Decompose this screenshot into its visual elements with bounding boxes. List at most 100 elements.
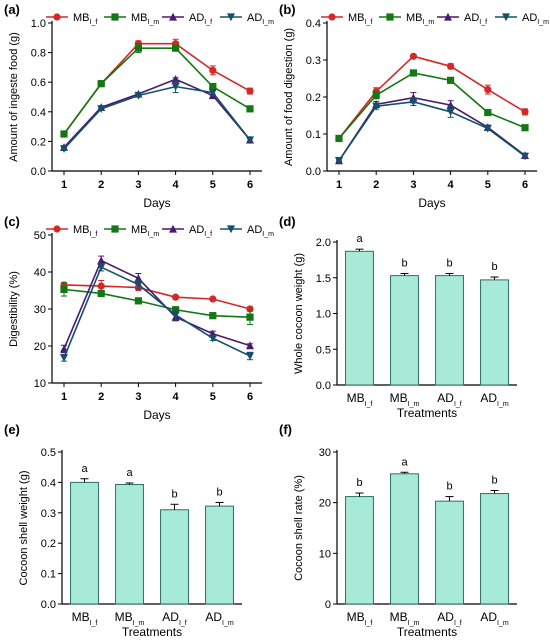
y-tick-label: 0.0	[31, 166, 46, 178]
bar-group: a MBI_f	[345, 233, 374, 408]
data-point	[97, 256, 106, 265]
bar	[345, 250, 374, 386]
x-tick-label: ADI_m	[480, 391, 509, 408]
x-tick-label: MBI_f	[347, 391, 373, 408]
data-point	[60, 354, 68, 363]
bar	[390, 473, 419, 605]
data-point	[60, 145, 68, 153]
bar	[115, 484, 144, 605]
bar-group: b ADI_m	[205, 486, 234, 627]
series-MB_m	[335, 69, 529, 143]
legend-label: ADI_m	[247, 12, 274, 26]
y-tick-label: 0.2	[41, 538, 56, 550]
line-chart-ingested-food: 0.0 0.2 0.4 0.6 0.8 1.0 Amount of ingeste food…	[8, 12, 274, 210]
bar-group: b ADI_m	[480, 475, 509, 627]
y-tick-label: 0.3	[41, 508, 56, 520]
series-AD_m	[60, 80, 254, 153]
x-tick-label: 2	[98, 179, 104, 191]
legend-item-AD_f: ADI_f	[162, 12, 212, 26]
data-point	[209, 295, 217, 303]
legend-item-MB_m: MBI_m	[104, 224, 159, 238]
significance-letter: b	[446, 257, 452, 269]
significance-letter: a	[401, 456, 408, 468]
y-tick-label: 50	[34, 230, 46, 242]
significance-letter: a	[126, 467, 133, 479]
chart-panel-d: (d) 0.0 0.5 1.0 1.5 2.0 Whole cocoon weight (…	[275, 212, 550, 420]
y-tick-label: 0.4	[31, 107, 46, 119]
significance-letter: a	[81, 463, 88, 475]
data-point	[521, 124, 529, 132]
x-axis-label: Treatments	[397, 406, 457, 420]
data-point	[335, 134, 343, 143]
bar	[205, 505, 234, 605]
x-tick-label: MBI_f	[72, 610, 98, 627]
bar-group: b ADI_f	[435, 257, 464, 408]
x-axis-label: Days	[418, 196, 445, 210]
data-point	[521, 152, 529, 161]
panel-label-b: (b)	[279, 2, 296, 17]
series-line	[338, 100, 526, 162]
bar-group: b ADI_f	[435, 481, 464, 627]
x-tick-label: 2	[373, 179, 379, 191]
data-point	[484, 86, 492, 94]
panel-label-a: (a)	[4, 2, 20, 17]
x-axis-label: Treatments	[397, 625, 457, 639]
data-point	[483, 124, 492, 133]
x-tick-label: 5	[210, 179, 216, 191]
series-line	[338, 96, 526, 162]
legend-item-MB_m: MBI_m	[379, 12, 434, 26]
bar-chart-whole-cocoon-weight: 0.0 0.5 1.0 1.5 2.0 Whole cocoon weight (g) a M…	[293, 233, 517, 420]
series-MB_f	[60, 38, 254, 138]
legend-label: MBI_m	[131, 12, 159, 26]
chart-panel-b: (b) 0.0 0.1 0.2 0.3 0.4 Amount of food digest…	[275, 0, 550, 215]
data-point	[409, 69, 417, 77]
y-tick-label: 1.5	[316, 273, 331, 285]
data-point	[409, 52, 417, 60]
series-MB_m	[60, 43, 254, 138]
x-tick-label: 3	[135, 391, 141, 403]
bar-chart-cocoon-shell-weight: 0.0 0.1 0.2 0.3 0.4 0.5 Cocoon shell weight (g…	[18, 447, 242, 639]
data-point	[372, 91, 380, 99]
y-tick-label: 30	[319, 447, 331, 459]
x-tick-label: 6	[247, 179, 253, 191]
x-axis-label: Days	[143, 196, 170, 210]
line-chart-food-digestion: 0.0 0.1 0.2 0.3 0.4 Amount of food digestion …	[283, 12, 549, 210]
series-line	[63, 284, 251, 310]
legend-label: MBI_m	[131, 224, 159, 238]
data-point	[246, 341, 254, 350]
series-line	[63, 85, 251, 150]
significance-letter: a	[356, 233, 363, 245]
x-tick-label: 4	[173, 391, 180, 403]
bar-group: a MBI_m	[390, 456, 420, 627]
bar	[160, 509, 189, 605]
x-tick-label: MBI_m	[390, 391, 420, 408]
data-point	[134, 280, 143, 289]
y-tick-label: 0.0	[41, 599, 56, 611]
legend-marker	[227, 225, 235, 234]
y-tick-label: 0.5	[316, 344, 331, 356]
x-tick-label: 5	[485, 179, 491, 191]
data-point	[246, 136, 254, 145]
data-point	[60, 130, 68, 138]
data-point	[208, 334, 217, 343]
y-tick-label: 0	[325, 599, 331, 611]
legend-marker	[169, 12, 177, 21]
y-tick-label: 0.0	[316, 380, 331, 392]
data-point	[372, 102, 381, 111]
series-line	[63, 42, 251, 135]
legend-label: ADI_m	[247, 224, 274, 238]
data-point	[97, 282, 105, 290]
data-point	[246, 105, 254, 113]
data-point	[209, 66, 217, 74]
x-tick-label: 4	[448, 179, 455, 191]
data-point	[171, 311, 180, 320]
y-tick-label: 20	[319, 498, 331, 510]
y-axis-label: Digestibility (%)	[8, 271, 20, 347]
data-point	[209, 83, 217, 91]
legend-label: MBI_f	[348, 12, 372, 26]
x-axis-label: Days	[143, 408, 170, 422]
legend-label: ADI_m	[522, 12, 549, 26]
y-tick-label: 2.0	[316, 237, 331, 249]
significance-letter: b	[171, 488, 177, 500]
bar	[435, 275, 464, 386]
